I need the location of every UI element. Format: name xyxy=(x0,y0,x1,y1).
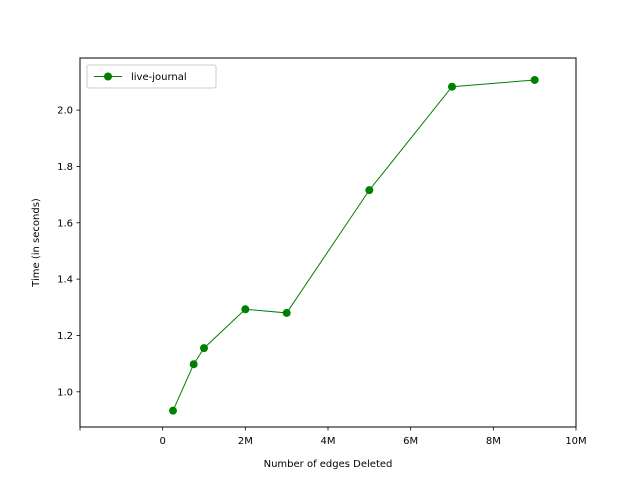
y-axis-label: Time (in seconds) xyxy=(31,198,42,288)
plot-area-background xyxy=(80,58,576,427)
data-point xyxy=(530,75,539,84)
x-tick-label: 6M xyxy=(403,436,418,447)
y-tick-label: 1.4 xyxy=(57,275,73,286)
y-tick-label: 2.0 xyxy=(57,106,73,117)
data-point xyxy=(241,305,250,314)
legend-box xyxy=(86,64,217,89)
x-tick-label: 10M xyxy=(565,436,586,447)
y-axis: 1.0 1.2 1.4 1.6 1.8 2.0 xyxy=(57,106,80,398)
x-axis: 0 2M 4M 6M 8M 10M xyxy=(79,427,587,447)
y-tick-label: 1.0 xyxy=(57,387,73,398)
legend: live-journal xyxy=(86,64,217,89)
x-tick-label: 8M xyxy=(486,436,501,447)
x-tick-label: 2M xyxy=(238,436,253,447)
x-axis-label: Number of edges Deleted xyxy=(264,459,393,470)
y-tick-label: 1.8 xyxy=(57,162,73,173)
data-point xyxy=(169,406,177,415)
y-tick-label: 1.2 xyxy=(57,331,73,342)
y-tick-label: 1.6 xyxy=(57,218,73,229)
x-tick-label: 4M xyxy=(321,436,336,447)
data-point xyxy=(448,82,456,91)
legend-label: live-journal xyxy=(131,72,187,83)
data-point xyxy=(189,360,198,369)
data-point xyxy=(282,308,291,317)
legend-marker-swatch xyxy=(104,72,112,81)
data-point xyxy=(365,186,374,195)
data-layer xyxy=(169,75,539,415)
data-point xyxy=(200,344,208,353)
x-tick-label: 0 xyxy=(159,436,165,447)
